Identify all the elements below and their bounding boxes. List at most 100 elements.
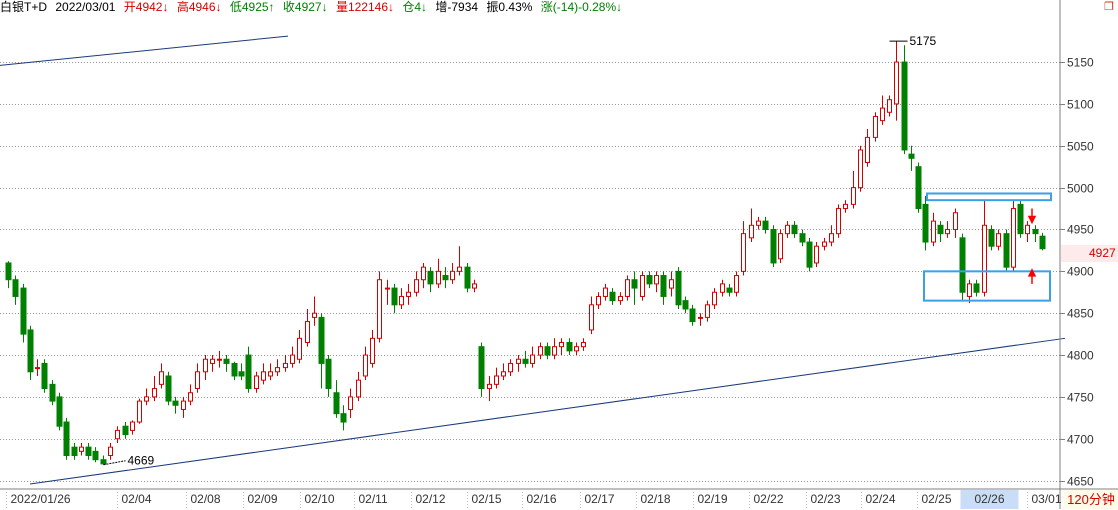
candle-body-up: [829, 233, 834, 243]
candle-body-up: [756, 220, 761, 226]
candles: [5, 41, 1046, 465]
candle-body-up: [472, 283, 477, 289]
candle-body-down: [238, 371, 245, 377]
candle-body-down: [478, 346, 485, 390]
candle-body-up: [399, 295, 404, 306]
candle-body-down: [908, 153, 915, 159]
candle-body-down: [726, 287, 733, 293]
y-tick-label: 4750: [1067, 391, 1094, 405]
y-tick-label: 5000: [1067, 182, 1094, 196]
candle-body-up: [130, 421, 135, 431]
y-axis: 4650 4700 4750 4800 4850 4900 4950 5000 5050 5100…: [1059, 0, 1094, 509]
candle-body-up: [210, 358, 215, 364]
y-tick-label: 5050: [1067, 140, 1094, 154]
candle-body-down: [12, 279, 19, 297]
x-tick-label: 02/08: [191, 492, 221, 506]
candle-body-up: [945, 228, 950, 235]
quote-header: 白银T+D 2022/03/01 开4942↓ 高4946↓ 低4925↑ 收4…: [0, 0, 1060, 16]
candle-body-up: [705, 304, 710, 318]
candle-body-up: [370, 337, 375, 364]
candle-body-up: [516, 358, 521, 364]
candle-body-up: [873, 115, 878, 138]
trendlines: [0, 35, 1066, 485]
candle-body-up: [487, 383, 492, 390]
candle-body-up: [377, 279, 382, 339]
candle-body-up: [603, 287, 608, 297]
candle-body-up: [865, 136, 870, 164]
candle-body-up: [589, 304, 594, 331]
candle-body-down: [122, 425, 129, 436]
support-box: [923, 270, 1051, 302]
candle-body-up: [640, 275, 645, 297]
candle-body-down: [442, 275, 449, 281]
candle-body-down: [333, 392, 340, 415]
candle-body-up: [305, 321, 310, 343]
candle-body-down: [1032, 228, 1039, 235]
rise-value: 涨(-14)-0.28%↓: [540, 0, 623, 14]
candle-body-down: [770, 228, 777, 264]
x-tick-label: 02/16: [527, 492, 557, 506]
x-axis: 2022/01/26 02/04 02/08 02/09 02/10 02/11 02/12…: [0, 488, 1118, 509]
candle-body-down: [231, 362, 238, 377]
candle-body-down: [391, 287, 398, 306]
candle-body-down: [631, 279, 638, 289]
high-annotation: 5175: [910, 34, 937, 48]
candle-body-down: [959, 237, 966, 293]
candle-body-down: [682, 300, 689, 310]
grid-lines: [0, 62, 1060, 482]
lower-trendline: [29, 337, 1066, 485]
candle-body-up: [734, 275, 739, 293]
candle-body-down: [56, 396, 63, 427]
candle-body-up: [290, 354, 295, 364]
open-value: 开4942↓: [123, 0, 169, 14]
candle-body-up: [144, 396, 149, 402]
x-tick-label: 02/10: [305, 492, 335, 506]
candle-body-up: [35, 367, 40, 370]
x-tick-label: 02/17: [585, 492, 615, 506]
candle-body-down: [20, 287, 27, 335]
candle-body-up: [457, 266, 462, 272]
candle-body-up: [538, 346, 543, 356]
candle-body-up: [931, 220, 936, 243]
candle-body-down: [646, 275, 653, 285]
candle-body-up: [822, 241, 827, 247]
candle-body-up: [669, 279, 674, 289]
amplitude-value: 振0.43%: [486, 0, 533, 14]
candle-body-up: [530, 354, 535, 364]
candle-body-down: [973, 283, 980, 293]
candle-body-down: [85, 446, 92, 457]
period-selector[interactable]: 120分钟: [1064, 489, 1118, 509]
candle-body-down: [922, 203, 929, 243]
x-tick-label: 02/23: [811, 492, 841, 506]
candle-body-up: [574, 346, 579, 352]
date-label: 2022/03/01: [55, 0, 116, 14]
x-tick-label: 02/19: [698, 492, 728, 506]
candle-body-down: [223, 358, 230, 364]
candle-body-up: [654, 275, 659, 285]
candle-body-down: [245, 354, 252, 390]
candle-body-up: [996, 233, 1001, 247]
restore-window-icon[interactable]: ❐: [1104, 1, 1114, 13]
low-marker-line: [103, 460, 126, 466]
candle-body-down: [762, 220, 769, 230]
y-tick-label: 4700: [1067, 433, 1094, 447]
candle-body-up: [297, 337, 302, 360]
volume-value: 量122146↓: [335, 0, 394, 14]
candle-body-down: [791, 224, 798, 235]
candle-body-up: [1025, 224, 1030, 235]
candle-body-down: [165, 375, 172, 402]
candle-body-down: [41, 362, 48, 390]
candle-body-down: [325, 358, 332, 390]
candle-body-up: [982, 224, 987, 293]
candle-body-up: [778, 233, 783, 260]
candle-body-up: [785, 224, 790, 235]
candle-body-down: [806, 241, 813, 268]
candle-body-down: [901, 61, 908, 151]
candle-body-down: [522, 358, 529, 364]
candle-body-up: [625, 279, 630, 297]
low-value: 低4925↑: [229, 0, 275, 14]
x-tick-label: 02/15: [472, 492, 502, 506]
candle-body-up: [312, 312, 317, 318]
candle-body-down: [1017, 203, 1024, 235]
